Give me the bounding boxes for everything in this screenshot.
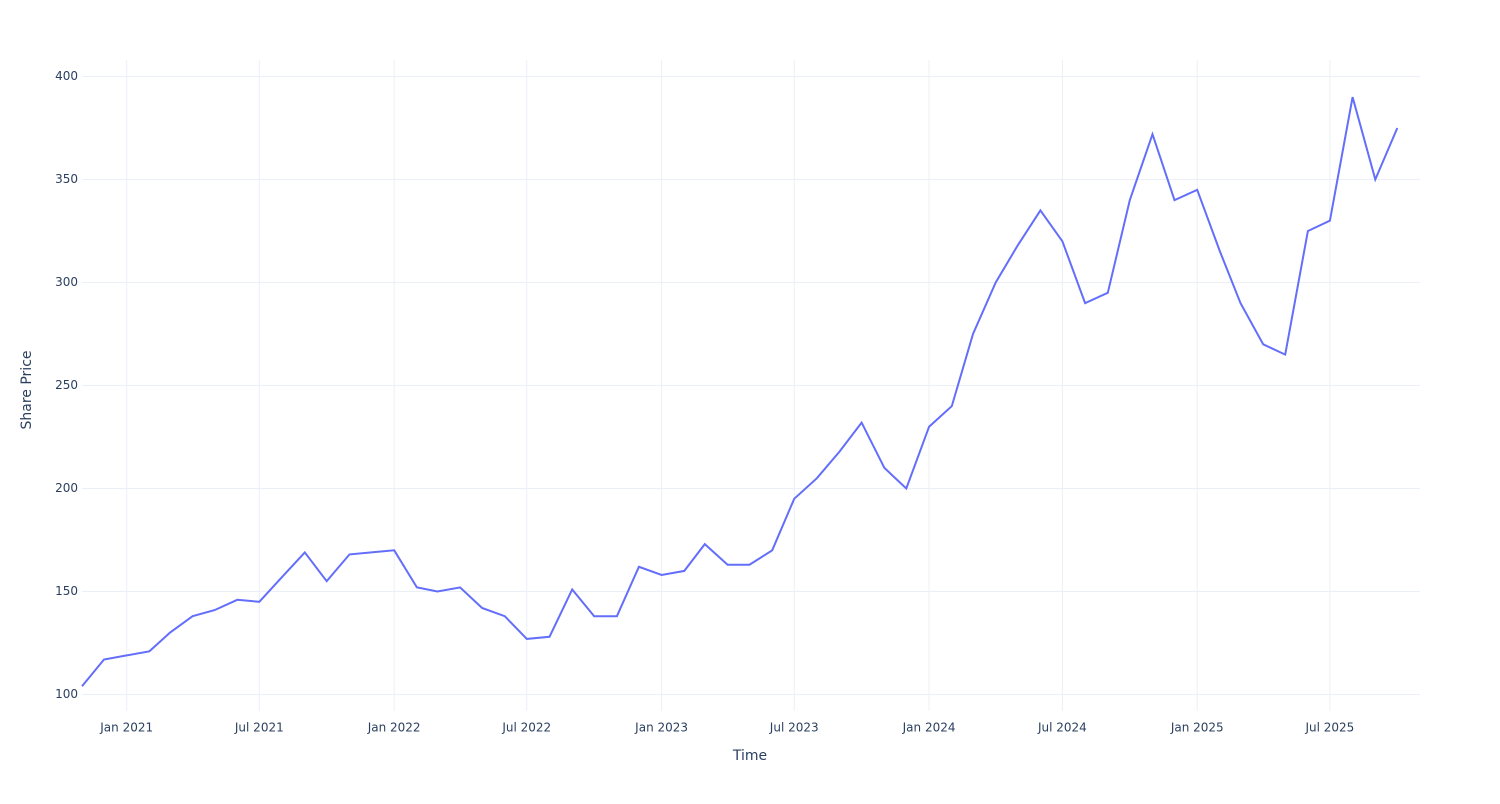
grid <box>82 60 1420 711</box>
y-tick-label: 350 <box>55 172 78 186</box>
x-tick-label: Jan 2022 <box>367 721 421 735</box>
x-axis-title: Time <box>732 748 767 764</box>
x-tick-label: Jul 2023 <box>769 721 819 735</box>
x-tick-label: Jan 2025 <box>1170 721 1224 735</box>
x-tick-label: Jan 2021 <box>99 721 153 735</box>
y-tick-label: 100 <box>55 687 78 701</box>
y-tick-label: 400 <box>55 69 78 83</box>
line-series <box>81 96 1399 687</box>
y-tick-label: 150 <box>55 584 78 598</box>
x-tick-label: Jan 2024 <box>902 721 956 735</box>
y-tick-label: 250 <box>55 378 78 392</box>
x-tick-label: Jul 2021 <box>234 721 284 735</box>
x-tick-label: Jul 2024 <box>1037 721 1087 735</box>
y-tick-label: 200 <box>55 481 78 495</box>
x-tick-label: Jan 2023 <box>634 721 688 735</box>
x-tick-label: Jul 2025 <box>1304 721 1354 735</box>
y-axis-title: Share Price <box>19 350 35 429</box>
y-tick-label: 300 <box>55 275 78 289</box>
x-tick-label: Jul 2022 <box>501 721 551 735</box>
